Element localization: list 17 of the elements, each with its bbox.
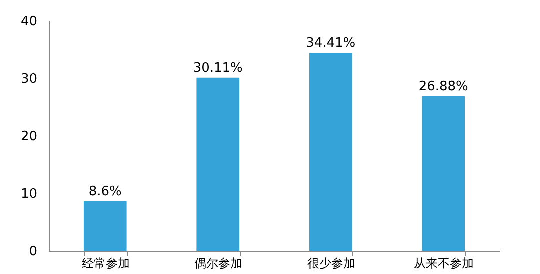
data-label: 34.41% <box>306 36 356 52</box>
y-tick-label: 30 <box>20 72 38 87</box>
bar <box>196 78 240 251</box>
data-label: 8.6% <box>88 184 122 200</box>
x-tick-label: 经常参加 <box>82 256 130 270</box>
y-tick-label: 40 <box>20 14 38 30</box>
bar <box>84 202 127 251</box>
x-tick-label: 偶尔参加 <box>194 256 243 270</box>
data-label: 26.88% <box>418 79 468 94</box>
data-label: 30.11% <box>193 60 243 76</box>
x-tick-label: 从来不参加 <box>414 256 474 270</box>
y-tick-label: 0 <box>29 244 38 260</box>
bar <box>309 53 352 251</box>
y-tick-label: 20 <box>20 130 38 144</box>
bar <box>422 96 466 251</box>
x-tick-label: 很少参加 <box>307 256 356 270</box>
y-tick-label: 10 <box>20 187 38 202</box>
